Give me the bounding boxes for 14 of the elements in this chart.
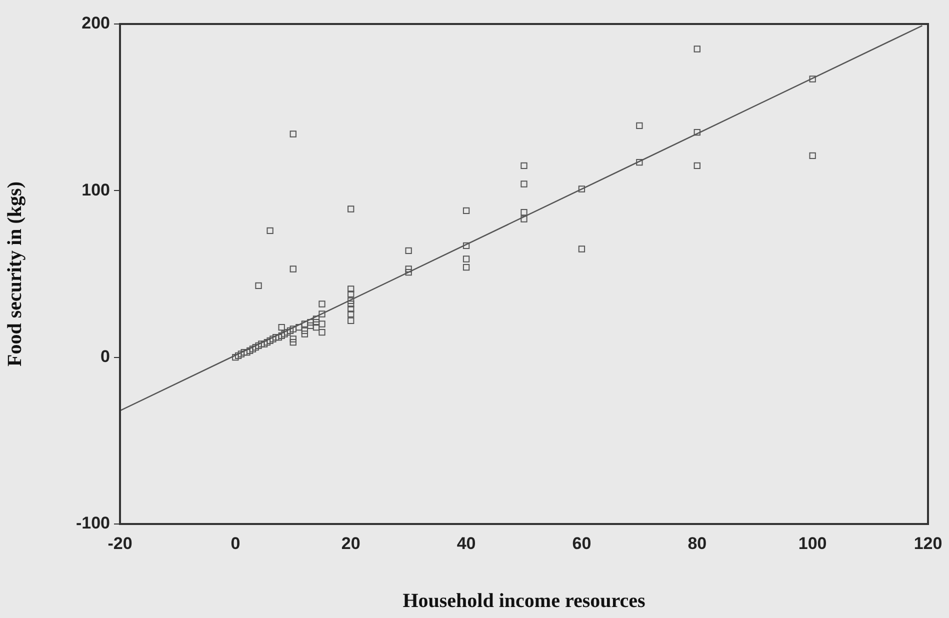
x-tick-label: 20 [341,534,360,553]
x-tick-label: -20 [108,534,132,553]
y-axis-title: Food security in (kgs) [4,182,26,366]
x-tick-label: 40 [456,534,476,553]
y-tick-label: 100 [82,180,110,200]
x-tick-label: 60 [572,534,592,553]
x-tick-label: 120 [914,534,942,553]
x-tick-label: 100 [798,534,827,553]
y-tick-label: 200 [82,14,110,33]
y-tick-label: -100 [76,514,110,533]
x-tick-label: 0 [230,534,240,553]
y-tick-label: 0 [100,347,110,366]
x-tick-label: 80 [688,534,707,553]
x-axis-title: Household income resources [402,590,646,612]
